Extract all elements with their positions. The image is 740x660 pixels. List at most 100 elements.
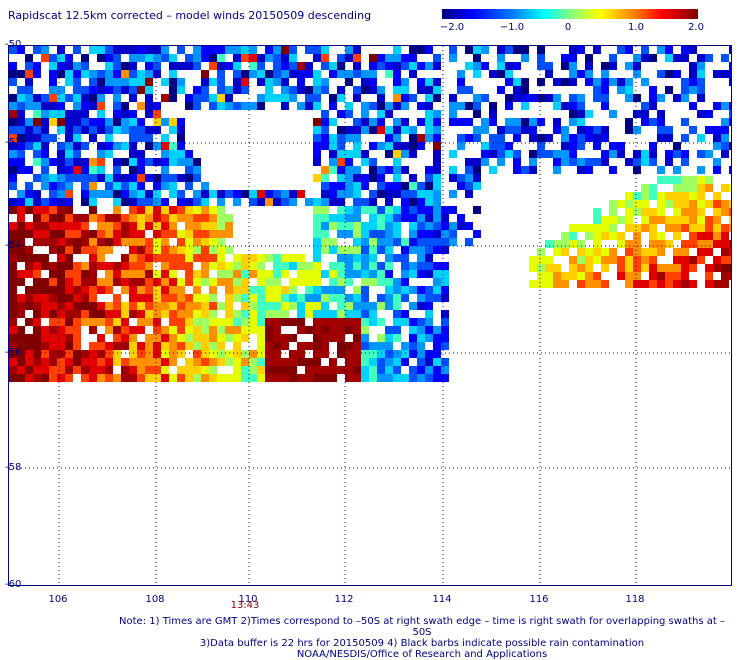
wind-cell bbox=[465, 46, 473, 54]
wind-cell bbox=[297, 350, 305, 358]
wind-cell bbox=[345, 102, 353, 110]
wind-cell bbox=[673, 166, 681, 174]
colorbar-label: 2.0 bbox=[688, 22, 704, 33]
wind-cell bbox=[169, 182, 177, 190]
wind-cell bbox=[369, 358, 377, 366]
wind-cell bbox=[105, 374, 113, 382]
wind-cell bbox=[265, 302, 273, 310]
wind-cell bbox=[145, 174, 153, 182]
wind-cell bbox=[169, 278, 177, 286]
wind-cell bbox=[161, 246, 169, 254]
wind-cell bbox=[169, 342, 177, 350]
wind-cell bbox=[657, 110, 665, 118]
wind-cell bbox=[233, 46, 241, 54]
wind-cell bbox=[449, 102, 457, 110]
wind-cell bbox=[145, 366, 153, 374]
wind-cell bbox=[329, 238, 337, 246]
wind-cell bbox=[97, 142, 105, 150]
wind-cell bbox=[353, 342, 361, 350]
wind-cell bbox=[137, 102, 145, 110]
wind-cell bbox=[73, 166, 81, 174]
wind-cell bbox=[409, 342, 417, 350]
wind-cell bbox=[665, 126, 673, 134]
wind-cell bbox=[113, 86, 121, 94]
wind-cell bbox=[169, 174, 177, 182]
wind-cell bbox=[129, 326, 137, 334]
wind-cell bbox=[473, 166, 481, 174]
wind-cell bbox=[513, 158, 521, 166]
wind-cell bbox=[577, 248, 585, 256]
wind-cell bbox=[129, 286, 137, 294]
wind-cell bbox=[681, 224, 689, 232]
wind-cell bbox=[457, 214, 465, 222]
wind-cell bbox=[97, 118, 105, 126]
wind-cell bbox=[257, 94, 265, 102]
wind-cell bbox=[89, 302, 97, 310]
wind-cell bbox=[345, 70, 353, 78]
wind-cell bbox=[129, 54, 137, 62]
wind-cell bbox=[97, 358, 105, 366]
wind-cell bbox=[409, 230, 417, 238]
wind-cell bbox=[505, 62, 513, 70]
wind-cell bbox=[33, 302, 41, 310]
wind-cell bbox=[425, 214, 433, 222]
wind-cell bbox=[569, 264, 577, 272]
wind-cell bbox=[321, 310, 329, 318]
wind-cell bbox=[449, 54, 457, 62]
wind-cell bbox=[161, 206, 169, 214]
wind-cell bbox=[265, 86, 273, 94]
wind-cell bbox=[161, 358, 169, 366]
wind-cell bbox=[41, 278, 49, 286]
wind-cell bbox=[617, 216, 625, 224]
wind-cell bbox=[393, 70, 401, 78]
wind-cell bbox=[545, 134, 553, 142]
wind-cell bbox=[65, 62, 73, 70]
wind-cell bbox=[313, 374, 321, 382]
wind-cell bbox=[729, 110, 731, 118]
wind-cell bbox=[705, 216, 713, 224]
wind-cell bbox=[689, 46, 697, 54]
wind-cell bbox=[129, 198, 137, 206]
wind-cell bbox=[129, 78, 137, 86]
wind-cell bbox=[153, 318, 161, 326]
wind-cell bbox=[137, 174, 145, 182]
wind-cell bbox=[185, 206, 193, 214]
wind-cell bbox=[425, 294, 433, 302]
wind-cell bbox=[369, 374, 377, 382]
x-tick-label: 112 bbox=[334, 594, 354, 605]
wind-cell bbox=[481, 126, 489, 134]
wind-cell bbox=[41, 366, 49, 374]
wind-cell bbox=[41, 254, 49, 262]
wind-cell bbox=[217, 230, 225, 238]
wind-cell bbox=[489, 110, 497, 118]
y-tick-label: -58 bbox=[5, 462, 22, 473]
wind-cell bbox=[153, 182, 161, 190]
wind-cell bbox=[369, 190, 377, 198]
wind-cell bbox=[65, 142, 73, 150]
wind-cell bbox=[681, 158, 689, 166]
wind-cell bbox=[217, 334, 225, 342]
wind-cell bbox=[353, 238, 361, 246]
wind-cell bbox=[577, 102, 585, 110]
wind-cell bbox=[121, 198, 129, 206]
wind-cell bbox=[353, 366, 361, 374]
wind-cell bbox=[241, 254, 249, 262]
wind-cell bbox=[17, 150, 25, 158]
wind-cell bbox=[353, 86, 361, 94]
wind-cell bbox=[201, 366, 209, 374]
wind-cell bbox=[41, 326, 49, 334]
wind-cell bbox=[105, 350, 113, 358]
wind-cell bbox=[681, 54, 689, 62]
wind-cell bbox=[329, 70, 337, 78]
wind-cell bbox=[433, 182, 441, 190]
wind-cell bbox=[353, 70, 361, 78]
wind-cell bbox=[177, 86, 185, 94]
wind-cell bbox=[273, 190, 281, 198]
wind-cell bbox=[145, 78, 153, 86]
wind-cell bbox=[353, 182, 361, 190]
wind-cell bbox=[321, 350, 329, 358]
wind-cell bbox=[545, 94, 553, 102]
wind-cell bbox=[633, 264, 641, 272]
wind-cell bbox=[561, 232, 569, 240]
wind-cell bbox=[449, 94, 457, 102]
